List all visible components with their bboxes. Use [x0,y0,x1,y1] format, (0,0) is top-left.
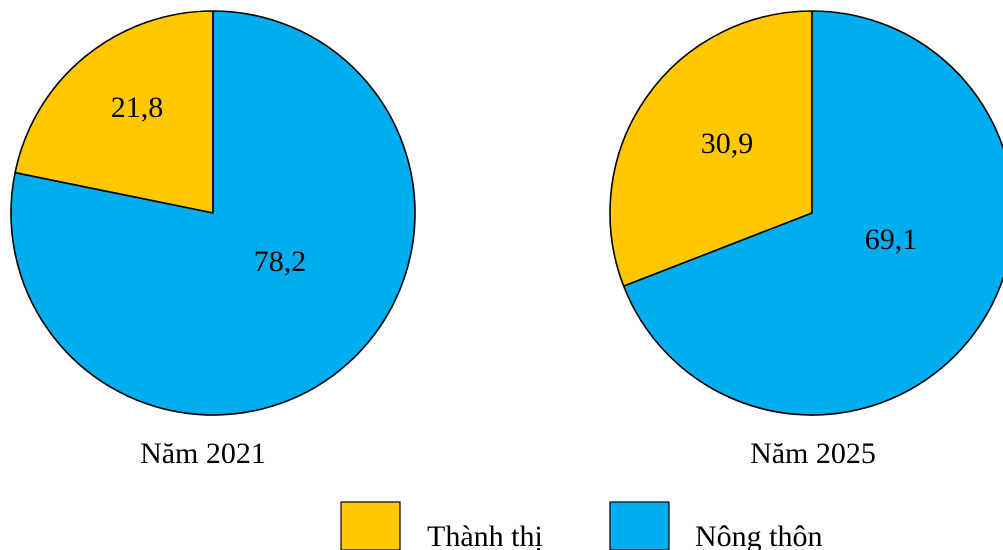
pie-slice-nong-thon [10,10,416,416]
pie-value-label-nong-thon: 78,2 [254,245,307,278]
pie-slice-thanh-thi [609,10,813,287]
legend-swatch-thanh-thi [340,501,401,550]
legend-label-thanh-thi: Thành thị [427,520,543,550]
legend: Thành thị Nông thôn [340,501,823,550]
legend-label-nong-thon: Nông thôn [695,520,823,550]
pie-chart-2021: 21,8 78,2 [10,10,416,416]
pie-value-label-nong-thon: 69,1 [865,223,918,256]
legend-swatch-nong-thon [609,501,670,550]
pie-slice-nong-thon [622,10,1003,416]
pie-value-label-thanh-thi: 21,8 [111,91,164,124]
pie-title-2025: Năm 2025 [750,437,876,470]
pie-slice-thanh-thi [14,10,214,214]
pie-title-2021: Năm 2021 [140,437,266,470]
pie-chart-2025: 30,9 69,1 [609,10,1003,416]
pie-value-label-thanh-thi: 30,9 [701,127,754,160]
